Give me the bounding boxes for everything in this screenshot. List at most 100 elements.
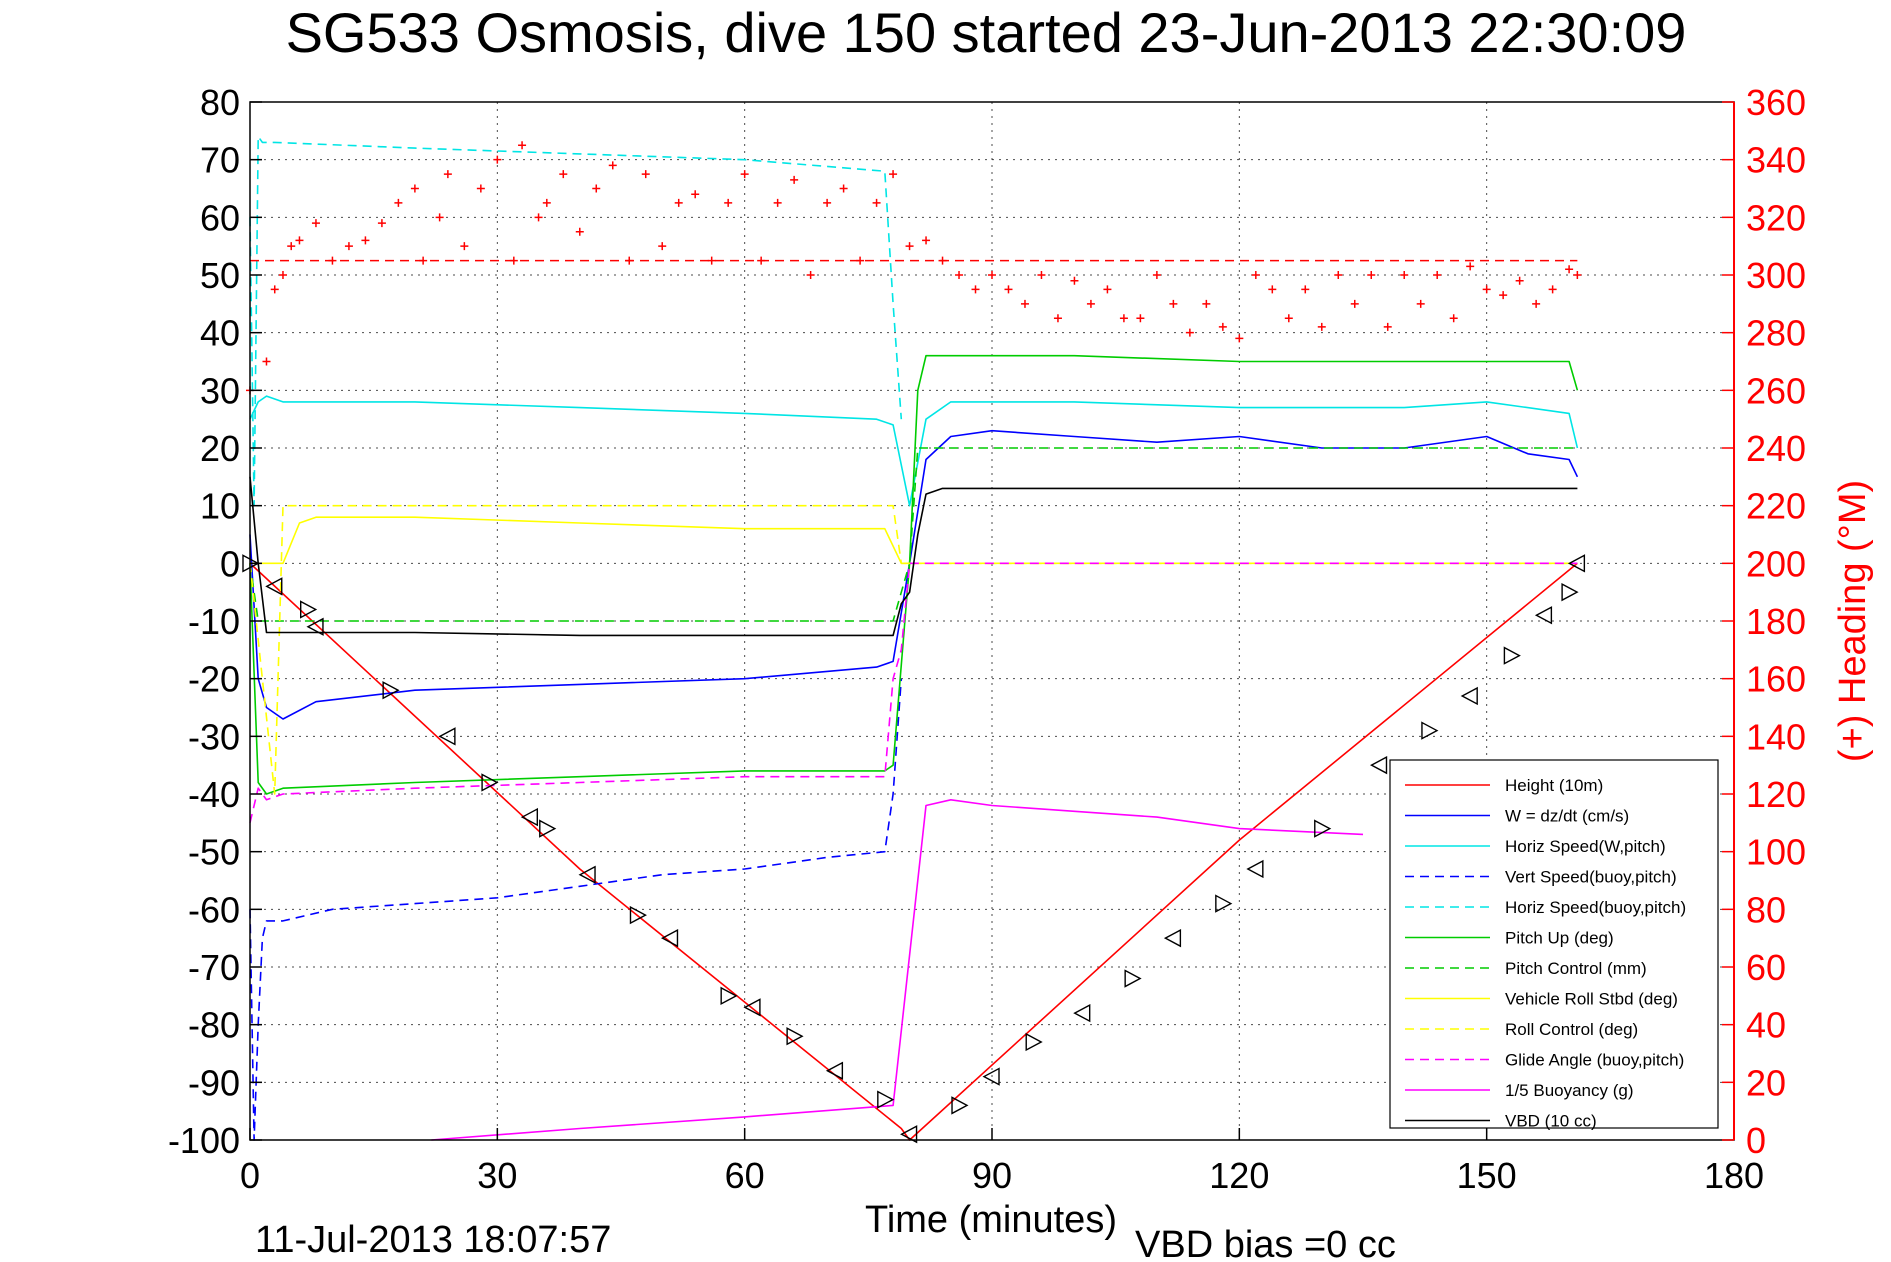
x-axis-label: Time (minutes) <box>865 1199 1117 1241</box>
heading-point <box>1532 299 1541 308</box>
heading-point <box>889 170 898 179</box>
y-tick-label: 60 <box>200 197 240 238</box>
heading-point <box>1317 322 1326 331</box>
depth-marker <box>982 1067 1000 1086</box>
heading-point <box>905 242 914 251</box>
heading-point <box>856 256 865 265</box>
legend-label: Horiz Speed(buoy,pitch) <box>1505 898 1686 917</box>
heading-point <box>559 170 568 179</box>
depth-marker <box>1246 859 1264 879</box>
heading-point <box>724 198 733 207</box>
y-right-tick-label: 140 <box>1746 716 1806 757</box>
depth-marker <box>481 773 499 792</box>
heading-point <box>1548 285 1557 294</box>
heading-point <box>476 184 485 193</box>
depth-marker <box>1421 721 1439 740</box>
heading-point <box>806 271 815 279</box>
y-tick-label: 10 <box>200 486 240 527</box>
depth-marker <box>900 1125 918 1144</box>
y-right-tick-label: 220 <box>1746 486 1806 527</box>
y-right-tick-label: 320 <box>1746 197 1806 238</box>
heading-point <box>658 242 667 251</box>
heading-point <box>1565 265 1574 274</box>
heading-point <box>1466 262 1475 271</box>
footer-date: 11-Jul-2013 18:07:57 <box>255 1219 611 1261</box>
heading-point <box>361 236 370 245</box>
depth-marker <box>382 681 400 700</box>
legend-label: Vert Speed(buoy,pitch) <box>1505 868 1677 887</box>
y-right-tick-label: 360 <box>1746 82 1806 123</box>
depth-marker <box>1073 1003 1091 1023</box>
depth-marker <box>1567 554 1586 573</box>
y-right-tick-label: 120 <box>1746 774 1806 815</box>
heading-point <box>1400 271 1409 279</box>
heading-point <box>287 242 296 251</box>
y-tick-label: 30 <box>200 370 240 411</box>
heading-point <box>1433 271 1442 279</box>
legend-label: Pitch Up (deg) <box>1505 929 1614 948</box>
y-right-tick-label: 200 <box>1746 543 1806 584</box>
depth-marker <box>1314 819 1332 838</box>
x-tick-label: 120 <box>1209 1155 1269 1196</box>
depth-marker <box>1460 686 1478 706</box>
depth-marker <box>720 986 738 1005</box>
depth-marker <box>265 577 283 596</box>
heading-point <box>1334 271 1343 279</box>
depth-marker <box>629 905 647 925</box>
heading-point <box>419 256 428 265</box>
heading-point <box>394 198 403 207</box>
y-tick-label: 80 <box>200 82 240 123</box>
depth-marker <box>1534 606 1553 625</box>
heading-point <box>278 271 287 279</box>
legend-label: Height (10m) <box>1505 776 1603 795</box>
legend-label: W = dz/dt (cm/s) <box>1505 807 1629 826</box>
depth-marker <box>1163 929 1182 948</box>
y-right-tick-label: 280 <box>1746 313 1806 354</box>
x-tick-label: 150 <box>1457 1155 1517 1196</box>
heading-point <box>1284 314 1293 323</box>
series-line <box>249 562 1578 823</box>
heading-point <box>988 271 996 279</box>
heading-point <box>377 219 386 228</box>
heading-point <box>1449 314 1458 323</box>
depth-marker <box>300 600 318 619</box>
heading-point <box>1301 285 1310 294</box>
heading-point <box>757 256 766 265</box>
heading-point <box>1053 314 1062 323</box>
heading-point <box>1218 322 1227 331</box>
heading-point <box>435 213 444 222</box>
x-tick-label: 30 <box>477 1155 517 1196</box>
series-line <box>249 476 1578 637</box>
heading-point <box>740 170 749 179</box>
y-tick-label: 50 <box>200 255 240 296</box>
series-line <box>249 504 1578 795</box>
legend-label: Glide Angle (buoy,pitch) <box>1505 1051 1684 1070</box>
series-line <box>249 135 903 507</box>
y-right-tick-label: 160 <box>1746 659 1806 700</box>
y-tick-label: -80 <box>188 1005 240 1046</box>
x-tick-label: 0 <box>240 1155 260 1196</box>
legend-label: Horiz Speed(W,pitch) <box>1505 837 1666 856</box>
depth-marker <box>743 998 761 1017</box>
heading-point <box>1037 271 1046 279</box>
heading-point <box>1152 271 1161 279</box>
heading-point <box>1070 276 1079 285</box>
heading-point <box>1086 299 1095 308</box>
depth-marker <box>825 1061 844 1080</box>
heading-point <box>1367 271 1376 279</box>
y-tick-label: -40 <box>188 774 240 815</box>
heading-point <box>410 184 419 193</box>
depth-marker <box>1561 583 1579 602</box>
legend-label: VBD (10 cc) <box>1505 1112 1597 1131</box>
heading-point <box>344 242 353 251</box>
chart-title: SG533 Osmosis, dive 150 started 23-Jun-2… <box>286 1 1687 64</box>
axis-ticks: 0 30 60 90 120 150 18080706050403020100-10-20-… <box>168 82 1806 1196</box>
series-line <box>249 447 1578 622</box>
depth-marker <box>520 807 539 827</box>
x-tick-label: 90 <box>972 1155 1012 1196</box>
series-line <box>249 429 1579 720</box>
y-axis-right-label: (+) Heading (°M) <box>1832 480 1874 762</box>
y-tick-label: -60 <box>188 889 240 930</box>
heading-point <box>971 285 980 294</box>
heading-point <box>518 141 527 150</box>
